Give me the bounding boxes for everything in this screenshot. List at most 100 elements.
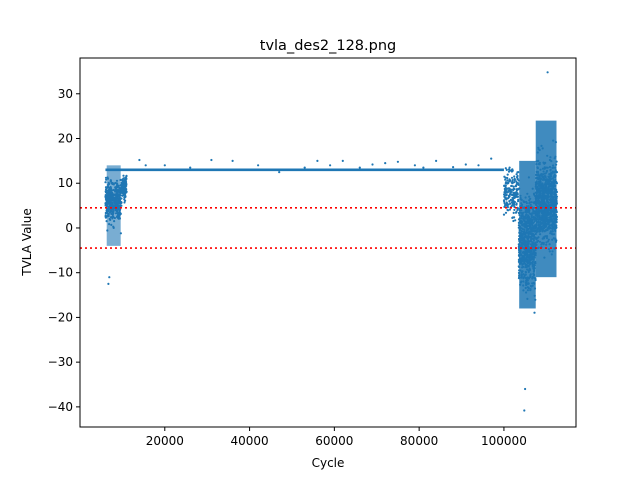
data-point	[358, 166, 361, 169]
y-tick-label: 20	[58, 132, 73, 146]
x-tick-label: 20000	[146, 434, 184, 448]
y-axis-ticks: −40 −30 −20 −10 0 10 20 30	[48, 87, 80, 414]
data-point	[341, 159, 344, 162]
data-point	[508, 166, 511, 169]
data-point	[516, 206, 519, 209]
data-point	[514, 185, 518, 188]
data-point	[513, 216, 516, 219]
data-point	[316, 159, 319, 162]
data-point	[278, 171, 281, 174]
x-tick-label: 40000	[230, 434, 268, 448]
data-point	[504, 191, 507, 195]
data-point	[515, 203, 518, 206]
data-point	[513, 178, 517, 181]
data-point	[122, 174, 125, 177]
data-point	[120, 201, 123, 204]
data-point	[513, 181, 516, 184]
data-point	[123, 189, 126, 192]
dense-band	[106, 165, 121, 246]
y-tick-label: 0	[65, 221, 73, 235]
data-point	[105, 178, 108, 181]
data-point	[104, 204, 107, 207]
plot-frame	[79, 57, 577, 428]
data-point	[477, 164, 480, 167]
data-point	[123, 201, 126, 204]
data-point	[516, 208, 519, 212]
data-point	[512, 211, 515, 214]
data-point	[504, 186, 507, 189]
data-point	[504, 204, 507, 207]
data-point	[124, 194, 127, 197]
data-point	[512, 187, 515, 190]
data-point	[120, 204, 123, 207]
data-point	[464, 163, 467, 166]
data-point	[512, 219, 515, 223]
data-point	[513, 175, 516, 178]
y-tick-label: −10	[48, 266, 73, 280]
data-point	[138, 158, 141, 162]
data-point	[505, 193, 508, 196]
data-point	[422, 166, 425, 169]
data-point	[511, 197, 514, 201]
data-point	[504, 178, 507, 181]
data-point	[121, 188, 124, 191]
data-point	[104, 181, 107, 184]
x-tick-label: 60000	[315, 434, 353, 448]
data-point	[124, 199, 127, 202]
data-point	[125, 175, 128, 178]
data-point	[515, 173, 518, 176]
data-point	[144, 164, 147, 167]
data-point	[104, 214, 107, 217]
x-tick-label: 100000	[481, 434, 527, 448]
data-point	[121, 191, 124, 195]
data-point	[504, 181, 508, 184]
data-point	[503, 184, 506, 187]
y-tick-label: −40	[48, 400, 73, 414]
data-point	[516, 171, 519, 174]
data-point	[512, 204, 515, 207]
data-point	[511, 216, 514, 219]
data-point	[329, 164, 332, 167]
data-point	[516, 195, 519, 198]
data-point	[505, 168, 508, 171]
data-point	[506, 202, 509, 206]
data-point	[507, 194, 510, 197]
data-point	[490, 157, 493, 160]
x-axis-ticks: 20000 40000 60000 80000 100000	[146, 427, 527, 448]
data-point	[506, 173, 509, 176]
data-point	[523, 409, 526, 412]
data-point	[512, 185, 515, 188]
data-point	[504, 211, 508, 214]
data-point	[509, 202, 512, 205]
data-point	[507, 181, 510, 184]
data-point	[546, 71, 549, 74]
data-point	[396, 160, 399, 163]
data-point	[511, 180, 514, 183]
dense-band	[519, 160, 536, 309]
scatter-points	[104, 71, 559, 412]
y-tick-label: −30	[48, 355, 73, 369]
data-point	[104, 190, 107, 193]
data-point	[107, 282, 110, 285]
data-point	[104, 186, 108, 189]
data-point	[163, 164, 166, 167]
data-point	[513, 196, 516, 199]
data-point	[517, 183, 520, 186]
data-point	[189, 166, 192, 169]
data-point	[371, 163, 374, 166]
data-point	[524, 387, 527, 391]
data-point	[510, 176, 514, 179]
data-point	[257, 164, 260, 167]
data-point	[502, 199, 506, 202]
data-point	[303, 166, 306, 169]
data-point	[512, 191, 515, 194]
x-tick-label: 80000	[400, 434, 438, 448]
data-point	[514, 219, 517, 222]
data-point	[122, 184, 125, 187]
y-tick-label: 30	[58, 87, 73, 101]
data-point	[515, 183, 518, 186]
data-point	[508, 200, 511, 203]
data-point	[510, 201, 513, 204]
data-point	[517, 200, 520, 203]
